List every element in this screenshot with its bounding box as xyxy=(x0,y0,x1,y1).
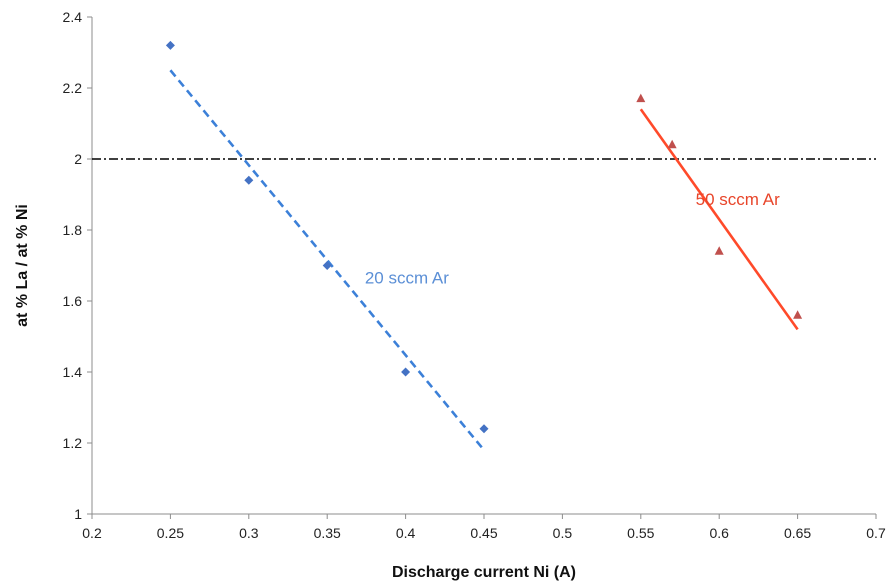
x-tick-label: 0.2 xyxy=(82,525,102,541)
axes xyxy=(91,17,876,515)
annotations: 20 sccm Ar 50 sccm Ar xyxy=(365,190,780,287)
y-tick-label: 1 xyxy=(74,506,82,522)
y-axis-title: at % La / at % Ni xyxy=(14,204,31,327)
y-tick-label: 2 xyxy=(74,151,82,167)
x-tick-label: 0.5 xyxy=(553,525,573,541)
x-axis-title: Discharge current Ni (A) xyxy=(392,564,576,581)
x-tick-label: 0.25 xyxy=(157,525,184,541)
y-tick-label: 1.6 xyxy=(63,293,83,309)
y-tick-label: 2.2 xyxy=(63,80,83,96)
series-annotation: 20 sccm Ar xyxy=(365,268,449,287)
y-tick-label: 1.4 xyxy=(63,364,83,380)
data-points xyxy=(165,40,803,434)
data-point-s2 xyxy=(714,246,724,255)
data-point-s2 xyxy=(636,93,646,103)
x-tick-label: 0.6 xyxy=(709,525,729,541)
trendline-2 xyxy=(639,108,799,331)
trendline-1 xyxy=(169,69,486,451)
data-point-s2 xyxy=(667,139,677,149)
data-point-s1 xyxy=(322,261,332,270)
y-tick-label: 2.4 xyxy=(63,9,83,25)
series-annotation: 50 sccm Ar xyxy=(696,190,780,209)
data-point-s1 xyxy=(401,367,411,377)
y-tick-label: 1.2 xyxy=(63,435,83,451)
x-tick-label: 0.35 xyxy=(314,525,341,541)
data-point-s1 xyxy=(165,40,175,50)
x-tick-label: 0.65 xyxy=(784,525,811,541)
x-tick-label: 0.45 xyxy=(470,525,497,541)
x-tick-label: 0.3 xyxy=(239,525,259,541)
data-point-s1 xyxy=(244,175,254,185)
data-point-s1 xyxy=(479,424,489,434)
trendlines xyxy=(169,69,799,451)
y-tick-label: 1.8 xyxy=(63,222,83,238)
data-point-s2 xyxy=(793,310,803,319)
x-tick-label: 0.4 xyxy=(396,525,416,541)
tick-labels: 0.2 0.25 0.3 0.35 0.4 0.45 0.5 0.55 0.6 0.65 0.7 1 1… xyxy=(63,9,886,541)
x-tick-label: 0.55 xyxy=(627,525,654,541)
x-tick-label: 0.7 xyxy=(866,525,886,541)
